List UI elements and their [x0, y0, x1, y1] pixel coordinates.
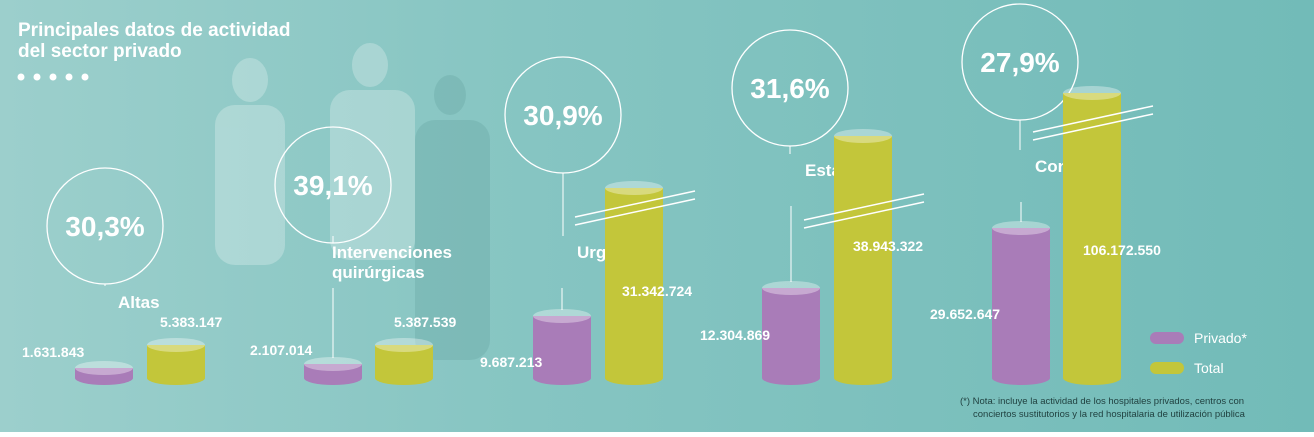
cylinder [147, 338, 205, 385]
percent-circle [731, 29, 849, 147]
axis-break [1032, 105, 1154, 133]
cylinder-part [75, 361, 133, 375]
axis-break [803, 193, 925, 221]
cylinder-part [304, 371, 362, 385]
axis-break [1032, 113, 1154, 141]
percent: 30,9% [523, 100, 602, 131]
cylinder-part [533, 316, 591, 378]
private-value: 9.687.213 [480, 354, 542, 370]
cylinder [75, 361, 133, 385]
cylinder-part [762, 371, 820, 385]
cylinder-part [375, 371, 433, 385]
cylinder-part [147, 371, 205, 385]
cylinder [992, 221, 1050, 385]
percent: 31,6% [750, 73, 829, 104]
cylinder-part [762, 288, 820, 378]
cylinder-part [992, 221, 1050, 235]
percent-circle [504, 56, 622, 174]
total-value: 5.387.539 [394, 314, 456, 330]
legend-label: Total [1194, 360, 1224, 376]
cylinder [1063, 86, 1121, 385]
cylinder-part [375, 338, 433, 352]
cylinder-part [1063, 86, 1121, 100]
group-label: Intervenciones [332, 243, 452, 262]
percent: 30,3% [65, 211, 144, 242]
percent-circle [274, 126, 392, 244]
group-label: Altas [118, 293, 160, 312]
cylinder-part [605, 188, 663, 378]
cylinder-part [762, 281, 820, 295]
cylinder [304, 357, 362, 385]
total-value: 106.172.550 [1083, 242, 1161, 258]
cylinder [834, 129, 892, 385]
private-value: 12.304.869 [700, 327, 770, 343]
legend-label: Privado* [1194, 330, 1247, 346]
cylinder-part [75, 371, 133, 385]
title: del sector privado [18, 41, 182, 62]
cylinder-part [834, 129, 892, 143]
cylinder [762, 281, 820, 385]
cylinder [605, 181, 663, 385]
private-value: 2.107.014 [250, 342, 312, 358]
private-value: 1.631.843 [22, 344, 84, 360]
total-value: 38.943.322 [853, 238, 923, 254]
cylinder-part [1063, 371, 1121, 385]
private-value: 29.652.647 [930, 306, 1000, 322]
legend-swatch [1150, 332, 1184, 344]
cylinder-part [834, 136, 892, 378]
axis-break [574, 190, 696, 218]
cylinder-part [605, 181, 663, 195]
title-dots [17, 73, 89, 81]
cylinder-part [605, 371, 663, 385]
axis-break [803, 201, 925, 229]
percent-circle [961, 3, 1079, 121]
cylinder-part [992, 371, 1050, 385]
note: conciertos sustitutorios y la red hospit… [973, 409, 1246, 420]
cylinder-part [304, 357, 362, 371]
total-value: 31.342.724 [622, 283, 692, 299]
percent: 27,9% [980, 47, 1059, 78]
note: (*) Nota: incluye la actividad de los ho… [960, 396, 1244, 407]
total-value: 5.383.147 [160, 314, 222, 330]
cylinder [533, 309, 591, 385]
percent-circle [46, 167, 164, 285]
percent: 39,1% [293, 170, 372, 201]
cylinder-part [533, 309, 591, 323]
title: Principales datos de actividad [18, 20, 290, 41]
cylinder-part [147, 338, 205, 352]
photo-silhouettes [215, 43, 490, 360]
group-label: quirúrgicas [332, 263, 425, 282]
cylinder-part [533, 371, 591, 385]
axis-break [574, 198, 696, 226]
cylinder-part [1063, 93, 1121, 378]
cylinder-part [992, 228, 1050, 378]
cylinder-part [834, 371, 892, 385]
cylinder [375, 338, 433, 385]
legend-swatch [1150, 362, 1184, 374]
